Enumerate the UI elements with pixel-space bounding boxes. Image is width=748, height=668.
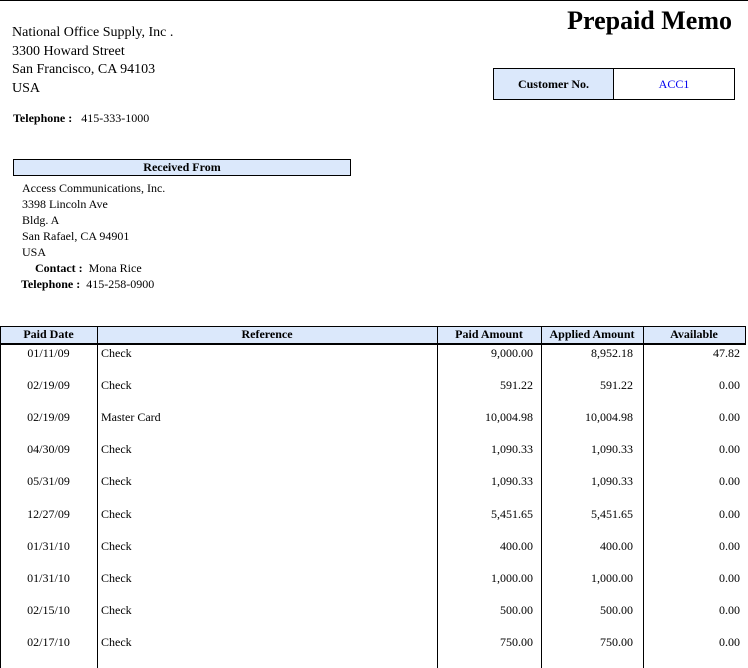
page-title: Prepaid Memo [567, 6, 732, 35]
cell-applied-amount: 1,090.33 [591, 474, 633, 489]
cell-date: 01/31/10 [27, 570, 70, 585]
rf-country: USA [22, 245, 47, 259]
cell-date: 01/11/09 [27, 346, 70, 360]
cell-applied-amount: 1,000.00 [591, 570, 633, 585]
cell-reference: Check [101, 538, 132, 553]
cell-available: 0.00 [719, 506, 740, 521]
col-divider [437, 326, 438, 668]
company-street: 3300 Howard Street [12, 43, 125, 59]
cell-applied-amount: 500.00 [600, 602, 633, 617]
rf-telephone-value: 415-258-0900 [86, 277, 155, 291]
rf-street: 3398 Lincoln Ave [22, 197, 108, 211]
received-from-header: Received From [13, 159, 351, 176]
table-row: 12/27/09 Check 5,451.65 5,451.65 0.00 [0, 507, 745, 523]
rf-street2: Bldg. A [22, 213, 60, 227]
col-divider [97, 326, 98, 668]
table-row: 02/15/10 Check 500.00 500.00 0.00 [0, 603, 745, 619]
cell-paid-amount: 591.22 [500, 378, 533, 393]
cell-date: 02/19/09 [27, 378, 70, 393]
cell-reference: Check [101, 378, 132, 393]
rf-name: Access Communications, Inc. [22, 181, 166, 195]
cell-reference: Check [101, 474, 132, 489]
table-row: 01/31/10 Check 400.00 400.00 0.00 [0, 539, 745, 555]
rf-telephone-label: Telephone : [21, 277, 81, 291]
cell-paid-amount: 400.00 [500, 538, 533, 553]
cell-paid-amount: 1,090.33 [491, 442, 533, 457]
cell-reference: Check [101, 442, 132, 457]
col-divider [643, 326, 644, 668]
col-available: Available [670, 327, 718, 341]
top-border [0, 0, 748, 1]
cell-available: 0.00 [719, 634, 740, 649]
cell-available: 0.00 [719, 538, 740, 553]
cell-date: 02/15/10 [27, 602, 70, 617]
cell-paid-amount: 750.00 [500, 634, 533, 649]
contact-value: Mona Rice [88, 261, 142, 275]
company-address: National Office Supply, Inc . 3300 Howar… [12, 24, 173, 98]
cell-available: 47.82 [713, 346, 740, 360]
cell-paid-amount: 9,000.00 [491, 346, 533, 360]
col-reference: Reference [241, 327, 293, 341]
company-country: USA [12, 80, 41, 96]
rf-telephone: Telephone : 415-258-0900 [21, 276, 165, 292]
cell-available: 0.00 [719, 602, 740, 617]
telephone-label: Telephone : [13, 111, 73, 125]
rf-contact: Contact : Mona Rice [22, 260, 165, 276]
company-name: National Office Supply, Inc . [12, 25, 174, 40]
cell-applied-amount: 591.22 [600, 378, 633, 393]
col-divider [745, 326, 746, 345]
cell-applied-amount: 5,451.65 [591, 506, 633, 521]
cell-applied-amount: 400.00 [600, 538, 633, 553]
cell-paid-amount: 500.00 [500, 602, 533, 617]
contact-label: Contact : [35, 261, 83, 275]
cell-reference: Check [101, 506, 132, 521]
col-divider [0, 326, 1, 668]
customer-number-value: ACC1 [658, 76, 690, 91]
cell-reference: Check [101, 602, 132, 617]
col-paid-date: Paid Date [23, 327, 74, 341]
table-row: 02/17/10 Check 750.00 750.00 0.00 [0, 635, 745, 651]
cell-paid-amount: 1,000.00 [491, 570, 533, 585]
cell-date: 04/30/09 [27, 442, 70, 457]
col-divider [541, 326, 542, 668]
cell-available: 0.00 [719, 570, 740, 585]
customer-number-box: Customer No. ACC1 [493, 68, 735, 100]
customer-number-label: Customer No. [494, 69, 614, 99]
table-row: 01/11/09 Check 9,000.00 8,952.18 47.82 [0, 346, 745, 362]
cell-reference: Check [101, 570, 132, 585]
cell-date: 02/19/09 [27, 410, 70, 425]
table-row: 01/31/10 Check 1,000.00 1,000.00 0.00 [0, 571, 745, 587]
cell-reference: Master Card [101, 410, 161, 425]
col-applied-amount: Applied Amount [549, 327, 635, 341]
cell-date: 05/31/09 [27, 474, 70, 489]
cell-reference: Check [101, 634, 132, 649]
rf-city: San Rafael, CA 94901 [22, 229, 130, 243]
company-city: San Francisco, CA 94103 [12, 62, 156, 77]
cell-paid-amount: 5,451.65 [491, 506, 533, 521]
cell-applied-amount: 8,952.18 [591, 346, 633, 360]
table-row: 04/30/09 Check 1,090.33 1,090.33 0.00 [0, 442, 745, 458]
table-row: 05/31/09 Check 1,090.33 1,090.33 0.00 [0, 474, 745, 490]
cell-date: 02/17/10 [27, 634, 70, 649]
payments-table: Paid Date Reference Paid Amount Applied … [0, 326, 748, 668]
cell-applied-amount: 1,090.33 [591, 442, 633, 457]
cell-available: 0.00 [719, 410, 740, 425]
table-row: 02/19/09 Master Card 10,004.98 10,004.98 0.0… [0, 410, 745, 426]
cell-date: 01/31/10 [27, 538, 70, 553]
received-from-address: Access Communications, Inc. 3398 Lincoln… [21, 180, 166, 292]
cell-available: 0.00 [719, 378, 740, 393]
cell-applied-amount: 750.00 [600, 634, 633, 649]
table-row: 02/19/09 Check 591.22 591.22 0.00 [0, 378, 745, 394]
cell-available: 0.00 [719, 474, 740, 489]
telephone-value: 415-333-1000 [81, 111, 150, 125]
table-header: Paid Date Reference Paid Amount Applied … [0, 326, 745, 345]
col-paid-amount: Paid Amount [455, 327, 523, 341]
cell-available: 0.00 [719, 442, 740, 457]
cell-paid-amount: 1,090.33 [491, 474, 533, 489]
cell-paid-amount: 10,004.98 [485, 410, 533, 425]
company-telephone: Telephone : 415-333-1000 [13, 111, 149, 126]
cell-date: 12/27/09 [27, 506, 70, 521]
cell-reference: Check [101, 346, 132, 360]
cell-applied-amount: 10,004.98 [585, 410, 633, 425]
